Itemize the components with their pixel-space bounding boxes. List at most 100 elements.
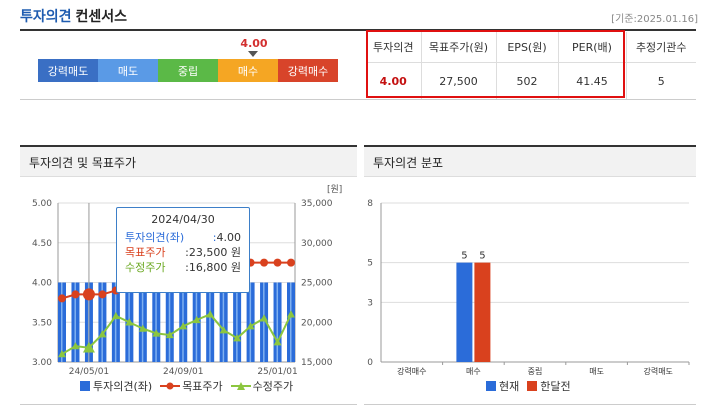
legend-swatch	[486, 381, 496, 391]
point-adjusted	[152, 329, 161, 337]
bar-stripe	[168, 282, 171, 362]
val-eps: 502	[496, 61, 559, 100]
legend-current: 현재	[486, 378, 519, 394]
tooltip-value: 4.00	[216, 231, 242, 244]
scale-seg-buy: 매수	[218, 59, 278, 82]
right-panel-title: 투자의견 분포	[373, 156, 444, 170]
val-target-price: 27,500	[421, 61, 497, 100]
point-adjusted	[260, 314, 269, 322]
tooltip-value: 16,800 원	[188, 261, 241, 274]
point-target	[273, 258, 282, 267]
bar-stripe	[61, 282, 63, 362]
y-right-tick: 15,000	[301, 358, 333, 368]
col-institutions: 추정기관수	[635, 40, 687, 54]
legend-label: 수정주가	[252, 380, 294, 393]
tooltip-label: 수정주가	[125, 261, 166, 274]
point-adjusted	[58, 350, 66, 358]
legend-target: 목표주가	[160, 378, 223, 394]
legend-month-ago: 한달전	[527, 378, 571, 394]
legend-line-icon	[230, 382, 251, 390]
legend-label: 투자의견(좌)	[93, 380, 153, 393]
scale-seg-neutral: 중립	[158, 59, 218, 82]
bar-stripe	[222, 282, 225, 362]
consensus-summary-table: 투자의견 목표주가(원) EPS(원) PER(배) 추정기관수 4.00 27…	[366, 32, 696, 100]
legend-adjusted: 수정주가	[230, 378, 294, 394]
point-adjusted	[273, 338, 282, 346]
point-target	[71, 290, 80, 299]
bar-stripe	[263, 282, 265, 362]
tooltip-label: 투자의견(좌)	[125, 231, 185, 244]
bar-stripe	[101, 282, 103, 362]
col-target-price: 목표주가(원)	[421, 32, 497, 62]
left-chart-legend: 투자의견(좌) 목표주가 수정주가	[80, 378, 301, 394]
point-adjusted	[71, 342, 80, 350]
x-tick: 강력매도	[643, 366, 672, 376]
point-adjusted	[246, 322, 255, 330]
x-tick: 강력매수	[397, 366, 426, 376]
point-adjusted	[82, 341, 95, 353]
left-panel-title: 투자의견 및 목표주가	[29, 156, 136, 170]
highlight-box	[366, 30, 625, 98]
y-left-tick: 4.00	[32, 279, 52, 289]
point-target	[58, 294, 66, 303]
col-per: PER(배)	[558, 32, 627, 62]
bar-stripe	[141, 282, 144, 362]
point-target	[98, 290, 107, 299]
tooltip-date: 2024/04/30	[151, 213, 215, 226]
point-target	[260, 258, 269, 267]
val-opinion: 4.00	[366, 61, 422, 100]
y-right-tick: 30,000	[301, 239, 333, 249]
val-institutions: 5	[626, 61, 696, 100]
col-eps: EPS(원)	[496, 32, 559, 62]
bar-stripe	[114, 282, 117, 362]
y-left-tick: 4.50	[32, 239, 52, 249]
chart-tooltip: 2024/04/30 투자의견(좌) :4.00 목표주가 :23,500 원 …	[116, 207, 250, 293]
x-tick: 매수	[466, 367, 481, 376]
bar-stripe	[182, 282, 184, 362]
left-panel-topline	[20, 145, 357, 147]
data-label: 5	[461, 251, 467, 262]
point-adjusted	[98, 330, 107, 338]
legend-label: 현재	[499, 380, 520, 393]
tooltip-row-target: 목표주가 :23,500 원	[125, 245, 241, 260]
point-adjusted	[179, 322, 188, 330]
tooltip-label: 목표주가	[125, 246, 166, 259]
val-per: 41.45	[558, 61, 627, 100]
legend-opinion: 투자의견(좌)	[80, 378, 152, 394]
point-target	[82, 288, 95, 301]
col-opinion: 투자의견	[366, 32, 422, 62]
right-panel-topline	[364, 145, 696, 147]
base-date: [기준:2025.01.16]	[611, 14, 698, 25]
y-tick: 3	[367, 298, 373, 308]
point-adjusted	[287, 310, 295, 318]
point-adjusted	[192, 315, 201, 324]
bar-stripe	[276, 282, 279, 362]
summary-divider	[20, 99, 696, 100]
right-panel-bottom	[364, 404, 696, 405]
y-left-tick: 5.00	[32, 199, 52, 209]
y-right-tick: 20,000	[301, 318, 333, 328]
y-right-tick: 35,000	[301, 199, 333, 209]
y-right-unit: [원]	[327, 184, 342, 195]
point-target	[287, 258, 295, 267]
right-panel-header	[364, 147, 696, 177]
scale-seg-strong-sell: 강력매도	[38, 59, 98, 82]
right-chart-legend: 현재 한달전	[486, 378, 579, 394]
scale-pointer-icon	[248, 51, 258, 57]
y-tick: 5	[367, 259, 373, 269]
bar-stripe	[249, 282, 252, 362]
bar-month-ago	[474, 262, 491, 362]
legend-label: 한달전	[540, 380, 571, 393]
bar-stripe	[290, 282, 292, 362]
bar-stripe	[209, 282, 211, 362]
y-right-tick: 25,000	[301, 279, 333, 289]
legend-line-icon	[160, 382, 181, 390]
y-left-tick: 3.00	[32, 358, 52, 368]
tooltip-sep: :	[185, 261, 189, 274]
title-consensus: 컨센서스	[75, 9, 128, 25]
x-tick: 25/01/01	[257, 367, 297, 377]
tooltip-sep: :	[212, 231, 217, 244]
x-tick: 24/09/01	[163, 367, 203, 377]
x-tick: 매도	[589, 367, 604, 376]
